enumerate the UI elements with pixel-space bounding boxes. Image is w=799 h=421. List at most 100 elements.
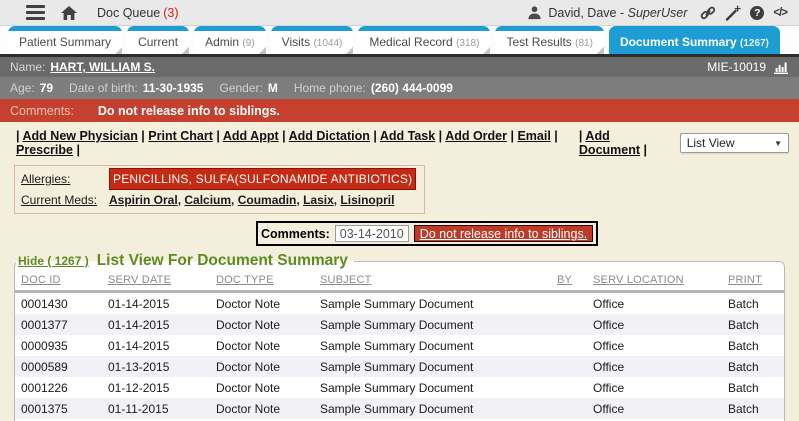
cell-print: Batch (728, 297, 759, 311)
action-link[interactable]: Email (517, 129, 551, 143)
cell-subject: Sample Summary Document (320, 339, 474, 353)
cell-doc-id[interactable]: 0000935 (21, 339, 68, 353)
action-link[interactable]: Add Order (445, 129, 507, 143)
col-serv-date[interactable]: SERV DATE (102, 271, 210, 293)
tab-count: (1267) (739, 38, 769, 49)
tab-document-summary[interactable]: Document Summary (1267) (608, 26, 780, 54)
action-link[interactable]: Add Task (379, 129, 436, 143)
tab-admin[interactable]: Admin (9) (194, 26, 266, 54)
table-row[interactable]: 0000935 01-14-2015 Doctor Note Sample Su… (15, 335, 784, 356)
med-link[interactable]: Lasix (303, 193, 334, 207)
chart-stats-icon[interactable] (773, 61, 789, 74)
patient-name-bar: Name: HART, WILLIAM S. MIE-10019 (0, 57, 799, 77)
col-by[interactable]: BY (551, 271, 587, 293)
table-row[interactable]: 0001375 01-11-2015 Doctor Note Sample Su… (15, 398, 784, 419)
view-select-value: List View (686, 136, 735, 150)
cell-doc-type: Doctor Note (216, 318, 281, 332)
tab-fold-icon (346, 47, 354, 54)
link-icon[interactable] (700, 5, 716, 21)
tab-current[interactable]: Current (127, 26, 190, 54)
comment-date-field[interactable]: 03-14-2010 (334, 225, 409, 242)
cell-print: Batch (728, 339, 759, 353)
allergies-label[interactable]: Allergies: (21, 172, 71, 186)
cell-subject: Sample Summary Document (320, 360, 474, 374)
current-meds-label[interactable]: Current Meds: (21, 193, 98, 207)
cell-doc-id[interactable]: 0001375 (21, 402, 68, 416)
cell-serv-date: 01-14-2015 (108, 297, 170, 311)
tab-fold-icon (596, 47, 604, 54)
col-serv-location[interactable]: SERV LOCATION (587, 271, 722, 293)
col-doc-id[interactable]: DOC ID (15, 271, 102, 293)
comment-alert-link[interactable]: Do not release info to siblings. (413, 225, 594, 242)
col-doc-type[interactable]: DOC TYPE (210, 271, 314, 293)
cell-serv-date: 01-12-2015 (108, 381, 170, 395)
cell-doc-id[interactable]: 0001377 (21, 318, 68, 332)
med-link[interactable]: Coumadin (237, 193, 297, 207)
doc-queue-label: Doc Queue (97, 5, 161, 20)
document-summary-section: Hide ( 1267 ) List View For Document Sum… (14, 252, 785, 421)
cell-doc-id[interactable]: 0001226 (21, 381, 68, 395)
tab-label: Patient Summary (19, 35, 112, 49)
col-subject[interactable]: SUBJECT (314, 271, 551, 293)
med-link[interactable]: Lisinopril (340, 193, 395, 207)
cell-serv-date: 01-14-2015 (108, 318, 170, 332)
action-link[interactable]: Add Appt (222, 129, 279, 143)
cell-doc-id[interactable]: 0001430 (21, 297, 68, 311)
phone-value: (260) 444-0099 (370, 81, 453, 95)
tab-visits[interactable]: Visits (1044) (270, 26, 354, 54)
main-content: Add New Physician Print Chart Add Appt Add … (0, 122, 799, 421)
action-link[interactable]: Print Chart (148, 129, 213, 143)
doc-queue-link[interactable]: Doc Queue (3) (97, 6, 179, 20)
tab-fold-icon (115, 47, 123, 54)
tab-test-results[interactable]: Test Results (81) (495, 26, 604, 54)
view-select[interactable]: List View ▼ (679, 133, 789, 153)
table-row[interactable]: 0000589 01-13-2015 Doctor Note Sample Su… (15, 356, 784, 377)
add-document-link[interactable]: Add Document (578, 129, 641, 157)
help-icon[interactable]: ? (750, 5, 765, 20)
cell-serv-location: Office (593, 360, 625, 374)
wand-icon[interactable] (725, 5, 742, 21)
table-row[interactable]: 0001430 01-14-2015 Doctor Note Sample Su… (15, 292, 784, 315)
dob-label: Date of birth: (69, 81, 138, 95)
gender-value: M (267, 81, 278, 95)
cell-serv-date: 01-11-2015 (108, 402, 169, 416)
tab-fold-icon (483, 47, 491, 54)
allergies-meds-box: Allergies: PENICILLINS, SULFA(SULFONAMID… (14, 165, 426, 214)
table-row[interactable]: 0001226 01-12-2015 Doctor Note Sample Su… (15, 377, 784, 398)
user-menu[interactable]: David, Dave - SuperUser (527, 5, 687, 20)
current-meds-list: Aspirin Oral Calcium Coumadin Lasix Lisinopr… (109, 190, 394, 210)
patient-name-link[interactable]: HART, WILLIAM S. (50, 60, 155, 74)
home-icon[interactable] (61, 5, 77, 20)
code-icon[interactable]: </> (773, 6, 788, 19)
gender-label: Gender: (219, 81, 263, 95)
tab-patient-summary[interactable]: Patient Summary (8, 26, 123, 54)
med-link[interactable]: Aspirin Oral (109, 193, 178, 207)
action-link[interactable]: Add Dictation (288, 129, 370, 143)
table-row[interactable]: 0001377 01-14-2015 Doctor Note Sample Su… (15, 314, 784, 335)
hide-link[interactable]: Hide ( 1267 ) (18, 254, 89, 268)
cell-serv-location: Office (593, 318, 625, 332)
med-link[interactable]: Calcium (184, 193, 232, 207)
allergy-alert[interactable]: PENICILLINS, SULFA(SULFONAMIDE ANTIBIOTI… (109, 168, 417, 190)
tab-count: (318) (456, 38, 480, 49)
action-link[interactable]: Add New Physician (22, 129, 138, 143)
table-header-row: DOC ID SERV DATE DOC TYPE SUBJECT BY SER… (15, 271, 784, 293)
cell-doc-type: Doctor Note (216, 402, 281, 416)
cell-print: Batch (728, 381, 759, 395)
col-print[interactable]: PRINT (722, 271, 784, 293)
action-link[interactable]: Prescribe (16, 143, 73, 157)
cell-doc-id[interactable]: 0000589 (21, 360, 68, 374)
cell-print: Batch (728, 360, 759, 374)
user-name: David, Dave - (548, 5, 628, 20)
document-actions: Add Document List View ▼ (579, 129, 789, 157)
comment-box-label: Comments: (261, 226, 330, 241)
cell-serv-location: Office (593, 297, 625, 311)
menu-icon[interactable] (26, 5, 45, 20)
documents-table: DOC ID SERV DATE DOC TYPE SUBJECT BY SER… (15, 271, 784, 421)
tab-fold-icon (258, 47, 266, 54)
action-links: Add New Physician Print Chart Add Appt Add … (16, 129, 579, 157)
tab-medical-record[interactable]: Medical Record (318) (358, 26, 491, 54)
tab-count: (81) (575, 38, 593, 49)
tab-count: (9) (242, 38, 255, 49)
demographics-bar: Age: 79 Date of birth: 11-30-1935 Gender: M… (0, 77, 799, 99)
